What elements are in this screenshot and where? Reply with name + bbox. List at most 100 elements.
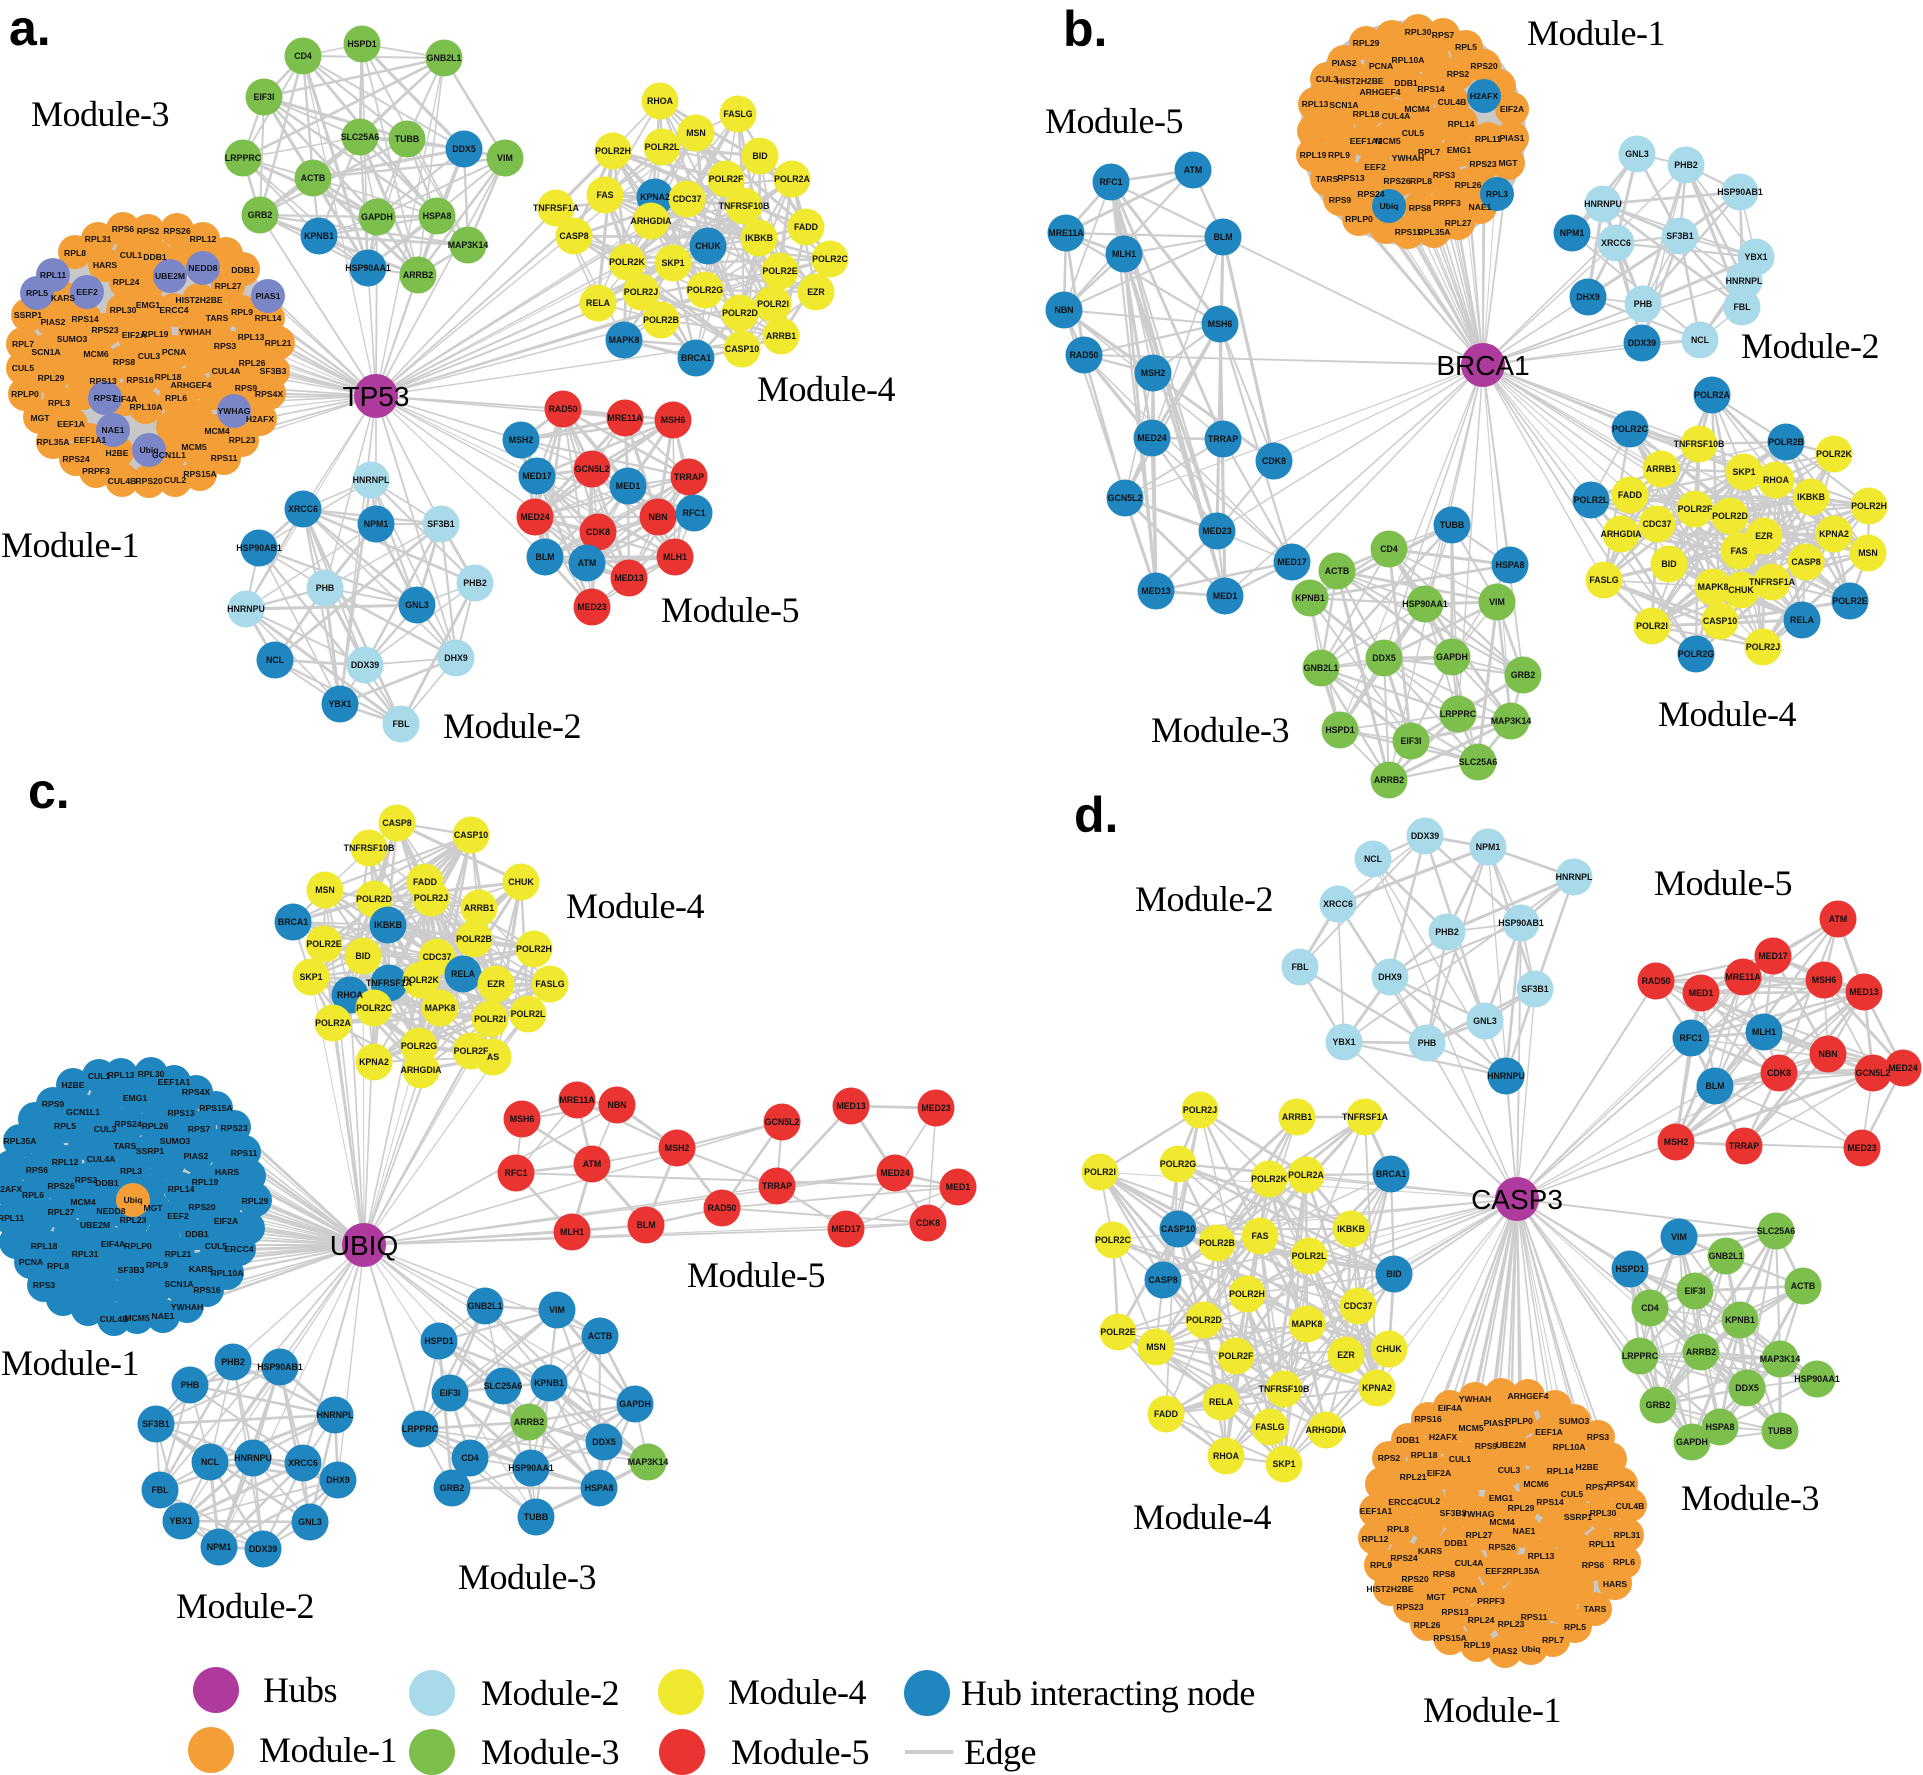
svg-text:SF3B3: SF3B3 — [1440, 1508, 1467, 1518]
svg-text:ATM: ATM — [1184, 165, 1202, 175]
svg-text:EZR: EZR — [487, 979, 505, 989]
svg-text:CUL3: CUL3 — [138, 351, 161, 361]
svg-text:POLR2A: POLR2A — [1288, 1170, 1324, 1180]
svg-text:RPL26: RPL26 — [1455, 180, 1482, 190]
svg-text:RPL3: RPL3 — [48, 398, 70, 408]
svg-text:EIF3I: EIF3I — [1400, 736, 1421, 746]
svg-text:KPNA2: KPNA2 — [1819, 529, 1849, 539]
svg-text:MCM4: MCM4 — [1489, 1517, 1515, 1527]
svg-text:RPS3: RPS3 — [214, 341, 237, 351]
svg-text:SF3B3: SF3B3 — [118, 1265, 145, 1275]
svg-text:RPS20: RPS20 — [135, 476, 162, 486]
svg-text:HNRNPU: HNRNPU — [1584, 199, 1622, 209]
svg-text:SCN1A: SCN1A — [164, 1279, 193, 1289]
svg-text:FBL: FBL — [392, 719, 410, 729]
svg-text:DDB1: DDB1 — [185, 1229, 209, 1239]
svg-text:SSRP1: SSRP1 — [1564, 1512, 1592, 1522]
svg-text:Module-4: Module-4 — [728, 1672, 866, 1712]
svg-text:RPLP0: RPLP0 — [11, 389, 39, 399]
svg-text:EIF2A: EIF2A — [1427, 1468, 1451, 1478]
svg-text:RPS14: RPS14 — [1417, 84, 1444, 94]
svg-text:TNFRSF10B: TNFRSF10B — [344, 843, 395, 853]
svg-text:Module-1: Module-1 — [259, 1730, 397, 1770]
svg-text:RPL12: RPL12 — [52, 1157, 79, 1167]
svg-text:KARS: KARS — [51, 293, 76, 303]
svg-text:RPLP0: RPLP0 — [124, 1241, 152, 1251]
svg-text:TARS: TARS — [206, 313, 229, 323]
svg-text:RHOA: RHOA — [647, 96, 674, 106]
svg-text:POLR2H: POLR2H — [516, 944, 552, 954]
svg-text:HSP90AA1: HSP90AA1 — [1794, 1374, 1840, 1384]
svg-text:RPS2: RPS2 — [1447, 69, 1470, 79]
svg-text:RPS13: RPS13 — [167, 1108, 194, 1118]
svg-text:RPS7: RPS7 — [94, 393, 117, 403]
svg-text:GRB2: GRB2 — [248, 210, 273, 220]
svg-text:NAE1: NAE1 — [1469, 202, 1492, 212]
svg-text:EEF1A1: EEF1A1 — [158, 1077, 191, 1087]
svg-text:IKBKB: IKBKB — [1337, 1224, 1365, 1234]
svg-text:EEF1A: EEF1A — [57, 419, 85, 429]
svg-text:NBN: NBN — [1818, 1049, 1837, 1059]
svg-text:IKBKB: IKBKB — [1797, 492, 1825, 502]
svg-text:Module-2: Module-2 — [443, 706, 581, 746]
svg-text:TUBB: TUBB — [395, 134, 419, 144]
svg-text:HSP90AB1: HSP90AB1 — [1498, 918, 1544, 928]
svg-text:SLC25A6: SLC25A6 — [1757, 1226, 1796, 1236]
svg-text:RPS13: RPS13 — [1337, 173, 1364, 183]
svg-text:FADD: FADD — [794, 222, 818, 232]
svg-text:TNFRSF1A: TNFRSF1A — [533, 203, 580, 213]
svg-text:RPS7: RPS7 — [188, 1124, 211, 1134]
svg-text:RHOA: RHOA — [1763, 475, 1790, 485]
svg-text:CUL4B: CUL4B — [1616, 1501, 1645, 1511]
svg-text:DDX5: DDX5 — [452, 144, 476, 154]
svg-text:RPL26: RPL26 — [142, 1121, 169, 1131]
svg-text:Module-4: Module-4 — [757, 369, 895, 409]
svg-text:UBE2M: UBE2M — [155, 271, 185, 281]
svg-text:RAD50: RAD50 — [1070, 350, 1099, 360]
svg-text:RPS4X: RPS4X — [182, 1087, 210, 1097]
svg-text:NEDD8: NEDD8 — [96, 1206, 125, 1216]
svg-text:RPL7: RPL7 — [1542, 1635, 1564, 1645]
svg-text:HSP90AB1: HSP90AB1 — [257, 1362, 303, 1372]
svg-text:RFC1: RFC1 — [505, 1168, 528, 1178]
svg-text:HSP90AA1: HSP90AA1 — [345, 263, 391, 273]
svg-text:ARRB2: ARRB2 — [403, 270, 433, 280]
svg-text:CUL1: CUL1 — [120, 250, 143, 260]
svg-text:FBL: FBL — [1291, 962, 1309, 972]
svg-text:TRRAP: TRRAP — [674, 472, 704, 482]
svg-text:POLR2G: POLR2G — [401, 1041, 437, 1051]
svg-text:BRCA1: BRCA1 — [1376, 1169, 1406, 1179]
svg-text:IKBKB: IKBKB — [374, 920, 402, 930]
svg-text:MAPK8: MAPK8 — [425, 1003, 456, 1013]
svg-text:VIM: VIM — [1489, 597, 1505, 607]
svg-text:HIST2H2BE: HIST2H2BE — [1336, 76, 1384, 86]
svg-text:HSPD1: HSPD1 — [424, 1336, 453, 1346]
svg-text:RPS23: RPS23 — [1469, 159, 1496, 169]
svg-text:MSH2: MSH2 — [1141, 368, 1166, 378]
svg-text:POLR2L: POLR2L — [645, 142, 680, 152]
svg-text:MSH2: MSH2 — [665, 1143, 690, 1153]
svg-text:FBL: FBL — [151, 1485, 169, 1495]
svg-text:CDC37: CDC37 — [1643, 519, 1672, 529]
svg-text:FASLG: FASLG — [535, 979, 564, 989]
svg-text:RPL23: RPL23 — [1498, 1619, 1525, 1629]
svg-text:POLR2C: POLR2C — [1612, 424, 1648, 434]
svg-text:RPL29: RPL29 — [38, 373, 65, 383]
svg-text:CD4: CD4 — [1641, 1303, 1659, 1313]
svg-text:BID: BID — [355, 951, 370, 961]
svg-text:Module-2: Module-2 — [481, 1673, 619, 1713]
svg-text:CUL5: CUL5 — [205, 1241, 228, 1251]
svg-text:GNB2L1: GNB2L1 — [468, 1301, 503, 1311]
svg-text:CASP10: CASP10 — [454, 830, 488, 840]
svg-text:DDX5: DDX5 — [1735, 1383, 1759, 1393]
svg-text:SKP1: SKP1 — [300, 972, 323, 982]
svg-text:RPL5: RPL5 — [54, 1121, 76, 1131]
svg-text:FADD: FADD — [413, 877, 437, 887]
svg-text:RPL14: RPL14 — [168, 1184, 195, 1194]
svg-text:POLR2I: POLR2I — [757, 299, 789, 309]
svg-text:Module-2: Module-2 — [1135, 879, 1273, 919]
svg-text:CASP8: CASP8 — [559, 231, 588, 241]
svg-text:RPL6: RPL6 — [22, 1190, 44, 1200]
svg-text:RPL29: RPL29 — [1508, 1503, 1535, 1513]
svg-text:EMG1: EMG1 — [1489, 1493, 1514, 1503]
